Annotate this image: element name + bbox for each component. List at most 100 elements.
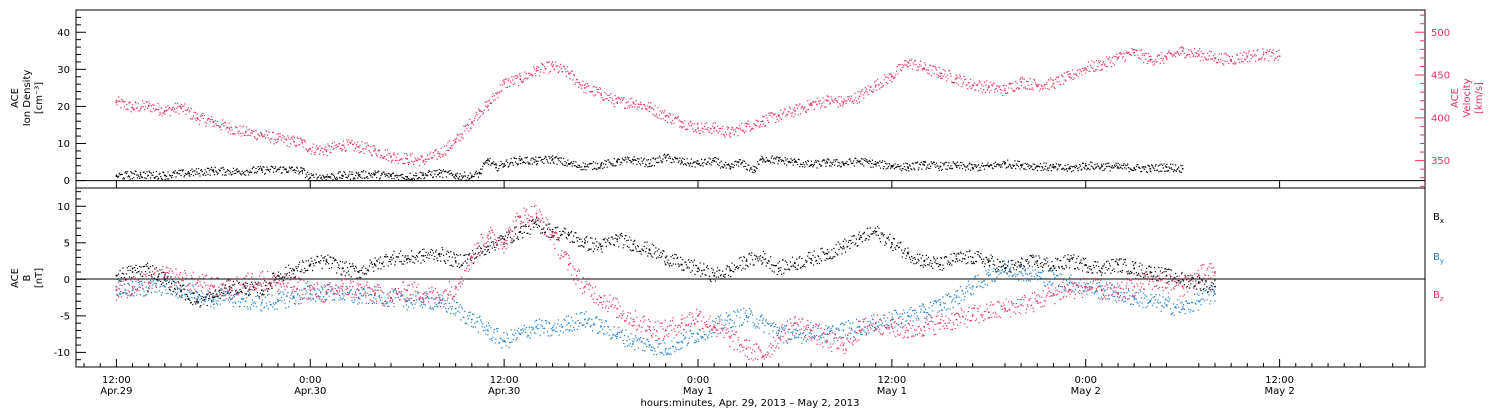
velocity-scatter-point: [1055, 78, 1057, 81]
velocity-scatter-point: [362, 148, 365, 150]
density-data-point: [681, 161, 683, 163]
density-scatter-point: [708, 157, 710, 159]
density-scatter-point: [611, 165, 613, 167]
velocity-scatter-point: [1150, 55, 1152, 58]
by-scatter-point: [1006, 273, 1008, 275]
velocity-scatter-point: [794, 107, 796, 109]
density-scatter-point: [651, 164, 653, 167]
density-scatter-point: [588, 163, 590, 165]
velocity-scatter-point: [1247, 61, 1249, 63]
velocity-scatter-point: [786, 113, 788, 115]
by-scatter-point: [576, 328, 578, 330]
density-scatter-point: [1098, 167, 1100, 169]
top-left-tick-label: 0: [64, 176, 70, 187]
velocity-scatter-point: [157, 102, 159, 105]
density-scatter-point: [221, 167, 223, 169]
velocity-scatter-point: [255, 130, 257, 132]
density-scatter-point: [418, 177, 420, 179]
by-scatter-point: [305, 290, 307, 292]
density-scatter-point: [445, 170, 447, 172]
by-scatter-point: [766, 322, 768, 324]
density-scatter-point: [720, 160, 722, 162]
density-scatter-point: [361, 177, 363, 179]
velocity-scatter-point: [953, 82, 955, 84]
velocity-scatter-point: [598, 92, 600, 94]
by-scatter-point: [588, 318, 590, 320]
velocity-scatter-point: [469, 118, 471, 120]
density-scatter-point: [455, 173, 457, 175]
velocity-scatter-point: [145, 101, 147, 103]
by-scatter-point: [211, 293, 213, 295]
velocity-scatter-point: [257, 133, 259, 136]
velocity-scatter-point: [373, 150, 375, 152]
velocity-scatter-point: [407, 162, 409, 164]
velocity-scatter-point: [283, 136, 285, 138]
density-scatter-point: [164, 178, 166, 181]
by-scatter-point: [397, 293, 399, 295]
by-scatter-point: [831, 326, 834, 328]
by-scatter-point: [744, 312, 746, 314]
by-scatter-point: [624, 345, 626, 348]
by-scatter-point: [869, 320, 871, 322]
velocity-scatter-point: [879, 88, 881, 90]
by-scatter-point: [215, 300, 217, 302]
velocity-scatter-point: [1238, 58, 1240, 61]
velocity-scatter-point: [618, 97, 620, 99]
bx-data-point: [761, 256, 764, 259]
by-scatter-point: [583, 324, 585, 326]
velocity-scatter-point: [118, 100, 120, 102]
density-scatter-point: [190, 173, 192, 176]
density-scatter-point: [345, 176, 347, 178]
by-scatter-point: [369, 294, 371, 296]
by-scatter-point: [975, 275, 977, 277]
bx-data-point: [729, 269, 732, 272]
density-scatter-point: [531, 163, 533, 165]
by-scatter-point: [509, 341, 511, 344]
density-scatter-point: [954, 163, 956, 165]
density-scatter-point: [291, 166, 293, 168]
by-scatter-point: [394, 289, 396, 292]
density-scatter-point: [624, 156, 626, 159]
by-scatter-point: [655, 339, 657, 341]
density-scatter-point: [744, 165, 746, 167]
velocity-scatter-point: [962, 81, 964, 84]
velocity-scatter-point: [389, 156, 392, 158]
density-scatter-point: [938, 169, 940, 172]
velocity-scatter-point: [472, 121, 474, 123]
velocity-scatter-point: [796, 107, 799, 110]
by-scatter-point: [378, 294, 381, 296]
density-scatter-point: [397, 178, 400, 181]
by-scatter-point: [152, 284, 154, 286]
density-scatter-point: [820, 165, 822, 167]
by-scatter-point: [1030, 272, 1032, 274]
density-scatter-point: [1018, 160, 1020, 163]
velocity-scatter-point: [987, 87, 989, 89]
velocity-scatter-point: [614, 95, 616, 97]
velocity-scatter-point: [498, 92, 500, 94]
density-scatter-point: [1175, 164, 1177, 166]
velocity-scatter-point: [272, 131, 275, 133]
density-scatter-point: [478, 171, 480, 173]
density-scatter-point: [488, 163, 490, 165]
density-scatter-point: [760, 159, 762, 161]
density-scatter-point: [264, 173, 266, 175]
density-scatter-point: [159, 172, 161, 174]
velocity-scatter-point: [176, 107, 178, 109]
by-scatter-point: [1041, 272, 1043, 274]
velocity-scatter-point: [1143, 61, 1145, 64]
density-scatter-point: [575, 161, 577, 163]
by-scatter-point: [1183, 304, 1185, 306]
density-scatter-point: [195, 173, 197, 175]
density-scatter-point: [304, 169, 306, 172]
density-scatter-point: [532, 157, 534, 159]
velocity-scatter-point: [746, 122, 748, 124]
by-scatter-point: [260, 304, 262, 306]
density-scatter-point: [881, 161, 883, 164]
density-scatter-point: [326, 174, 328, 176]
velocity-scatter-point: [197, 118, 200, 120]
velocity-scatter-point: [902, 66, 904, 68]
velocity-scatter-point: [769, 114, 771, 117]
by-scatter-point: [976, 285, 978, 288]
velocity-scatter-point: [828, 103, 831, 105]
velocity-scatter-point: [1140, 58, 1142, 60]
